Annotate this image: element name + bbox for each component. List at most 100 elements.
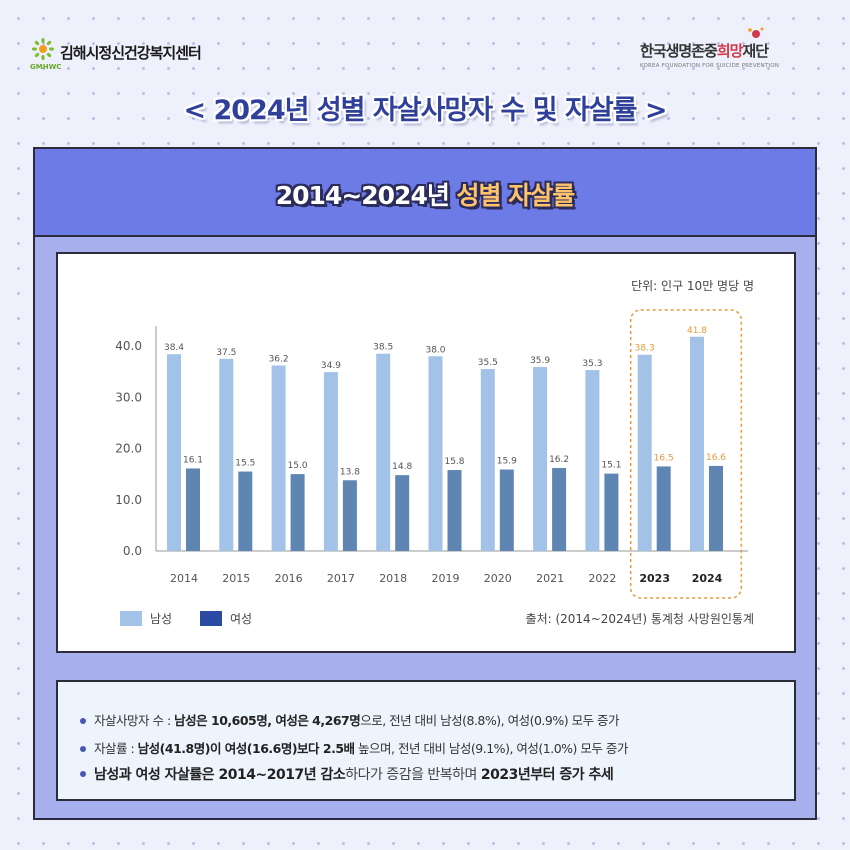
- bar-male: [428, 356, 443, 551]
- bullet-icon: [80, 717, 86, 724]
- x-tick-label: 2019: [432, 572, 460, 585]
- bar-male: [480, 369, 495, 551]
- data-label-female: 14.8: [392, 462, 412, 472]
- main-title: < 2024년 성별 자살사망자 수 및 자살률 >: [183, 95, 667, 126]
- data-label-female: 16.6: [706, 453, 726, 463]
- x-tick-label: 2021: [536, 572, 564, 585]
- data-label-male: 35.9: [530, 356, 550, 366]
- data-label-female: 16.1: [183, 455, 203, 465]
- right-logo-name-part3: 재단: [742, 42, 769, 60]
- note-deaths-bold: 남성은 10,605명, 여성은 4,267명: [174, 713, 361, 728]
- bar-chart: 0.0 10.0 20.0 30.0 40.0 38.4 16.1 2014 37.5 15.5 2…: [115, 279, 754, 626]
- bar-male: [637, 354, 652, 551]
- data-label-male: 38.3: [635, 344, 655, 354]
- bar-male: [167, 354, 181, 551]
- right-logo-name-part1: 한국생명존중: [640, 42, 718, 60]
- bar-female: [552, 467, 567, 551]
- bar-female: [186, 468, 200, 551]
- sunburst-logo-icon: [32, 38, 54, 60]
- data-label-male: 35.5: [478, 358, 498, 368]
- y-tick-label: 20.0: [115, 442, 142, 456]
- chart-card: 0.0 10.0 20.0 30.0 40.0 38.4 16.1 2014 37.5 15.5 2…: [56, 252, 796, 653]
- legend-label-male: 남성: [150, 612, 172, 626]
- data-label-female: 15.0: [288, 461, 308, 471]
- y-tick-label: 40.0: [115, 339, 142, 353]
- bar-male: [533, 367, 548, 551]
- note-trend-part1: 남성과 여성 자살률은 2014~2017년 감소: [94, 767, 346, 783]
- note-rate-prefix: 자살률 :: [94, 741, 138, 756]
- y-tick-label: 30.0: [115, 390, 142, 404]
- bar-female: [290, 474, 305, 551]
- x-tick-label: 2023: [639, 572, 670, 585]
- data-label-female: 16.5: [654, 453, 674, 463]
- right-logo-name-highlight: 희망: [716, 42, 744, 60]
- x-tick-label: 2017: [327, 572, 355, 585]
- left-logo-name: 김해시정신건강복지센터: [60, 44, 202, 62]
- legend-swatch-male: [120, 611, 142, 626]
- bar-female: [709, 465, 723, 551]
- note-trend-part2: 하다가 증감을 반복하며: [345, 767, 481, 783]
- heart-dot-logo-icon: [748, 27, 764, 38]
- data-label-male: 35.3: [582, 359, 602, 369]
- data-label-male: 41.8: [687, 326, 707, 336]
- legend-label-female: 여성: [230, 612, 252, 626]
- panel-header: 2014~2024년 성별 자살률: [35, 149, 815, 237]
- panel-title: 2014~2024년 성별 자살률: [35, 176, 815, 212]
- bar-male: [271, 365, 286, 551]
- note-rate-bold: 남성(41.8명)이 여성(16.6명)보다 2.5배: [137, 741, 355, 756]
- bar-male: [376, 353, 391, 551]
- data-label-female: 15.1: [601, 461, 621, 471]
- note-deaths: 자살사망자 수 : 남성은 10,605명, 여성은 4,267명으로, 전년 …: [80, 710, 620, 729]
- note-rate: 자살률 : 남성(41.8명)이 여성(16.6명)보다 2.5배 높으며, 전…: [80, 738, 628, 757]
- kfsp-logo: 한국생명존중희망재단 KOREA FOUNDATION FOR SUICIDE …: [640, 27, 820, 69]
- data-label-female: 15.8: [444, 457, 464, 467]
- data-label-male: 38.4: [164, 343, 184, 353]
- x-tick-label: 2014: [170, 572, 198, 585]
- right-logo-name: 한국생명존중희망재단: [640, 40, 820, 61]
- bar-female: [656, 466, 671, 551]
- bar-female: [395, 475, 410, 551]
- highlight-box: [629, 309, 743, 599]
- bar-male: [323, 372, 338, 551]
- y-tick-label: 0.0: [123, 544, 142, 558]
- data-label-female: 15.9: [497, 457, 517, 467]
- data-label-male: 36.2: [269, 354, 289, 364]
- bar-male: [690, 336, 704, 551]
- data-label-male: 38.0: [425, 345, 445, 355]
- data-label-female: 15.5: [235, 459, 255, 469]
- right-logo-sub: KOREA FOUNDATION FOR SUICIDE PREVENTION: [640, 63, 780, 69]
- bar-female: [342, 480, 357, 551]
- legend-swatch-female: [200, 611, 222, 626]
- note-deaths-prefix: 자살사망자 수 :: [94, 713, 175, 728]
- x-tick-label: 2015: [222, 572, 250, 585]
- bar-female: [238, 471, 253, 551]
- x-tick-label: 2024: [692, 572, 723, 585]
- bullet-icon: [80, 771, 86, 777]
- x-tick-label: 2020: [484, 572, 512, 585]
- x-tick-label: 2018: [379, 572, 407, 585]
- x-tick-label: 2022: [588, 572, 616, 585]
- source-label: 출처: (2014~2024년) 통계청 사망원인통계: [526, 612, 754, 626]
- x-tick-label: 2016: [275, 572, 303, 585]
- bar-female: [447, 470, 462, 551]
- unit-label: 단위: 인구 10만 명당 명: [631, 279, 754, 293]
- bar-female: [604, 473, 619, 551]
- bar-male: [219, 358, 234, 551]
- note-deaths-suffix: 으로, 전년 대비 남성(8.8%), 여성(0.9%) 모두 증가: [360, 713, 620, 728]
- bar-male: [585, 370, 600, 551]
- panel-title-highlight: 성별 자살률: [456, 181, 576, 210]
- note-trend-part3: 2023년부터 증가 추세: [480, 767, 614, 783]
- data-label-female: 16.2: [549, 455, 569, 465]
- data-label-male: 37.5: [216, 348, 236, 358]
- data-label-female: 13.8: [340, 467, 360, 477]
- notes-card: 자살사망자 수 : 남성은 10,605명, 여성은 4,267명으로, 전년 …: [56, 680, 796, 801]
- bar-female: [499, 469, 514, 551]
- note-trend: 남성과 여성 자살률은 2014~2017년 감소하다가 증감을 반복하며 20…: [80, 764, 614, 784]
- panel-title-years: 2014~2024년: [275, 181, 457, 210]
- data-label-male: 38.5: [373, 343, 393, 353]
- data-label-male: 34.9: [321, 361, 341, 371]
- y-tick-label: 10.0: [115, 493, 142, 507]
- bullet-icon: [80, 745, 86, 752]
- left-logo-sub: GMHWC: [30, 63, 62, 71]
- note-rate-suffix: 높으며, 전년 대비 남성(9.1%), 여성(1.0%) 모두 증가: [354, 741, 628, 756]
